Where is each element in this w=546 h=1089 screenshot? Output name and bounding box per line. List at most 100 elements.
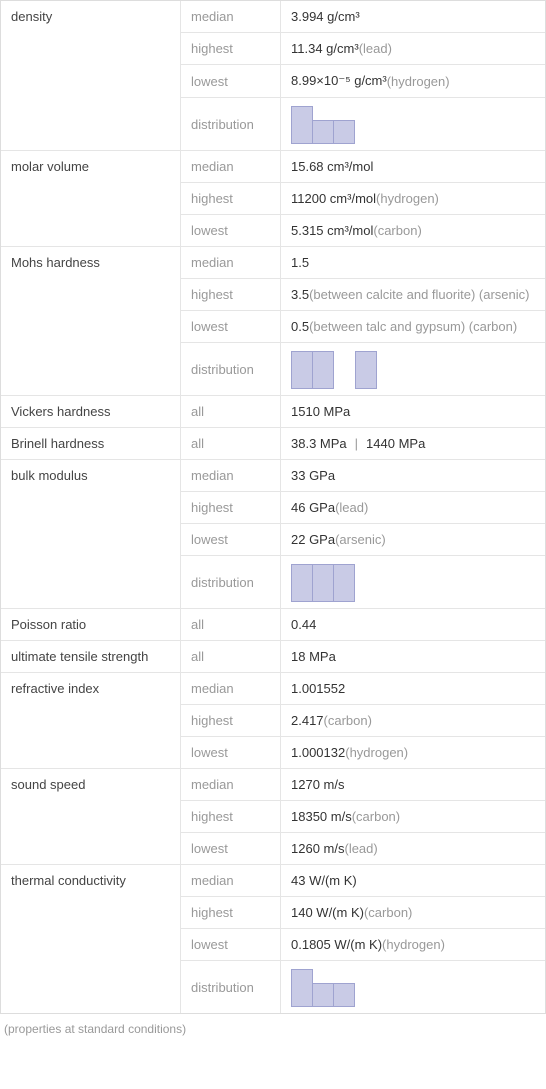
value-text: 15.68 cm³/mol (291, 159, 373, 174)
chart-bar (291, 106, 313, 144)
value-qualifier: (lead) (335, 500, 368, 515)
stat-label: median (181, 769, 281, 800)
stat-label: lowest (181, 833, 281, 864)
value-cell: 22 GPa (arsenic) (281, 524, 545, 555)
chart-bar (312, 564, 334, 602)
stat-label: lowest (181, 65, 281, 97)
group-brinell-hardness: Brinell hardness all 38.3 MPa|1440 MPa (1, 428, 545, 460)
value-cell: 0.1805 W/(m K) (hydrogen) (281, 929, 545, 960)
value-text: 3.5 (291, 287, 309, 302)
stat-label: median (181, 247, 281, 278)
properties-table: density median 3.994 g/cm³ highest 11.34… (0, 0, 546, 1014)
value-text: 1.001552 (291, 681, 345, 696)
value-text: 18350 m/s (291, 809, 352, 824)
value-text: 3.994 g/cm³ (291, 9, 360, 24)
group-density: density median 3.994 g/cm³ highest 11.34… (1, 1, 545, 151)
chart-bar (312, 351, 334, 389)
value-cell: 1260 m/s (lead) (281, 833, 545, 864)
stat-label: distribution (181, 556, 281, 608)
stat-label: median (181, 151, 281, 182)
value-cell: 5.315 cm³/mol (carbon) (281, 215, 545, 246)
group-vickers-hardness: Vickers hardness all 1510 MPa (1, 396, 545, 428)
chart-bar (291, 351, 313, 389)
value-text: 33 GPa (291, 468, 335, 483)
value-text: 18 MPa (291, 649, 336, 664)
value-qualifier: (carbon) (373, 223, 421, 238)
distribution-chart (291, 104, 354, 144)
stat-label: median (181, 865, 281, 896)
value-cell: 3.994 g/cm³ (281, 1, 545, 32)
distribution-cell (281, 556, 545, 608)
stat-label: highest (181, 33, 281, 64)
value-cell: 18 MPa (281, 641, 545, 672)
value-text: 11200 cm³/mol (291, 191, 376, 206)
property-label: molar volume (1, 151, 181, 246)
chart-bar (312, 120, 334, 144)
stat-label: lowest (181, 311, 281, 342)
stat-label: lowest (181, 215, 281, 246)
value-text: 0.44 (291, 617, 316, 632)
stat-label: all (181, 396, 281, 427)
stat-label: highest (181, 897, 281, 928)
property-label: ultimate tensile strength (1, 641, 181, 672)
value-qualifier: (hydrogen) (376, 191, 439, 206)
stat-label: distribution (181, 98, 281, 150)
value-cell: 38.3 MPa|1440 MPa (281, 428, 545, 459)
value-cell: 11200 cm³/mol (hydrogen) (281, 183, 545, 214)
group-molar-volume: molar volume median 15.68 cm³/mol highes… (1, 151, 545, 247)
value-qualifier: (carbon) (352, 809, 400, 824)
value-qualifier: (between calcite and fluorite) (arsenic) (309, 287, 529, 302)
stat-label: highest (181, 705, 281, 736)
chart-bar (333, 564, 355, 602)
distribution-chart (291, 349, 376, 389)
stat-label: highest (181, 183, 281, 214)
chart-bar (312, 983, 334, 1007)
value-text: 2.417 (291, 713, 324, 728)
value-cell: 140 W/(m K) (carbon) (281, 897, 545, 928)
value-text: 1270 m/s (291, 777, 344, 792)
value-text: 1440 MPa (366, 436, 425, 451)
property-label: Vickers hardness (1, 396, 181, 427)
stat-label: distribution (181, 343, 281, 395)
chart-bar (333, 120, 355, 144)
value-text: 8.99×10⁻⁵ g/cm³ (291, 73, 387, 89)
value-text: 0.1805 W/(m K) (291, 937, 382, 952)
value-text: 140 W/(m K) (291, 905, 364, 920)
value-cell: 8.99×10⁻⁵ g/cm³ (hydrogen) (281, 65, 545, 97)
property-label: Mohs hardness (1, 247, 181, 395)
property-label: Poisson ratio (1, 609, 181, 640)
value-text: 1510 MPa (291, 404, 350, 419)
value-text: 1.5 (291, 255, 309, 270)
value-text: 43 W/(m K) (291, 873, 357, 888)
value-qualifier: (arsenic) (335, 532, 386, 547)
distribution-cell (281, 343, 545, 395)
distribution-cell (281, 98, 545, 150)
value-cell: 43 W/(m K) (281, 865, 545, 896)
distribution-chart (291, 562, 354, 602)
value-text: 1.000132 (291, 745, 345, 760)
value-text: 38.3 MPa (291, 436, 347, 451)
group-refractive-index: refractive index median 1.001552 highest… (1, 673, 545, 769)
value-cell: 1.001552 (281, 673, 545, 704)
value-text: 22 GPa (291, 532, 335, 547)
value-text: 1260 m/s (291, 841, 344, 856)
value-text: 46 GPa (291, 500, 335, 515)
value-cell: 1.000132 (hydrogen) (281, 737, 545, 768)
property-label: sound speed (1, 769, 181, 864)
chart-bar (291, 564, 313, 602)
chart-bar (333, 983, 355, 1007)
property-label: refractive index (1, 673, 181, 768)
value-cell: 18350 m/s (carbon) (281, 801, 545, 832)
value-qualifier: (carbon) (364, 905, 412, 920)
property-label: bulk modulus (1, 460, 181, 608)
group-mohs-hardness: Mohs hardness median 1.5 highest 3.5 (be… (1, 247, 545, 396)
group-ultimate-tensile-strength: ultimate tensile strength all 18 MPa (1, 641, 545, 673)
value-cell: 0.5 (between talc and gypsum) (carbon) (281, 311, 545, 342)
stat-label: all (181, 641, 281, 672)
stat-label: highest (181, 279, 281, 310)
value-qualifier: (lead) (359, 41, 392, 56)
stat-label: all (181, 609, 281, 640)
property-label: Brinell hardness (1, 428, 181, 459)
value-qualifier: (carbon) (324, 713, 372, 728)
value-cell: 3.5 (between calcite and fluorite) (arse… (281, 279, 545, 310)
